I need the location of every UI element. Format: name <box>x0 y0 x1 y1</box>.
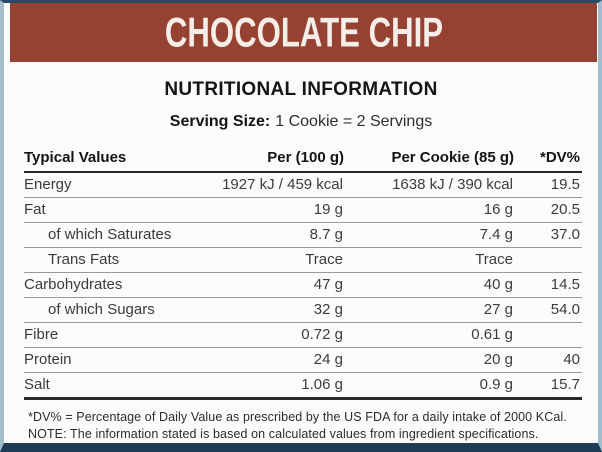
value-dv: 54.0 <box>514 297 582 323</box>
value-per-cookie: 16 g <box>344 197 514 223</box>
column-header-per-cookie: Per Cookie (85 g) <box>344 147 514 173</box>
nutrition-table: Typical Values Per (100 g) Per Cookie (8… <box>24 147 582 400</box>
value-per-100g: 0.72 g <box>210 322 344 348</box>
value-per-cookie: 40 g <box>344 272 514 298</box>
table-row: of which Saturates 8.7 g 7.4 g 37.0 <box>24 222 582 248</box>
row-label: of which Sugars <box>24 297 210 323</box>
value-dv <box>514 322 582 348</box>
value-per-cookie: Trace <box>344 247 514 273</box>
value-per-100g: 19 g <box>210 197 344 223</box>
table-row: Fibre 0.72 g 0.61 g <box>24 322 582 348</box>
nutrition-table-body: Energy 1927 kJ / 459 kcal 1638 kJ / 390 kc… <box>24 172 582 400</box>
value-per-100g: 8.7 g <box>210 222 344 248</box>
value-per-100g: 1927 kJ / 459 kcal <box>210 172 344 198</box>
product-title-bar: CHOCOLATE CHIP <box>10 3 597 62</box>
row-label: Fibre <box>24 322 210 348</box>
row-label: Trans Fats <box>24 247 210 273</box>
table-row: Carbohydrates 47 g 40 g 14.5 <box>24 272 582 298</box>
value-per-cookie: 27 g <box>344 297 514 323</box>
column-header-typical-values: Typical Values <box>24 147 210 173</box>
footnote-line: NOTE: The information stated is based on… <box>28 426 539 441</box>
row-label: of which Saturates <box>24 222 210 248</box>
value-dv <box>514 247 582 273</box>
row-label: Protein <box>24 347 210 373</box>
serving-size-line: Serving Size: 1 Cookie = 2 Servings <box>4 113 598 131</box>
value-dv: 20.5 <box>514 197 582 223</box>
product-title: CHOCOLATE CHIP <box>164 8 443 56</box>
value-per-cookie: 1638 kJ / 390 kcal <box>344 172 514 198</box>
row-label: Energy <box>24 172 210 198</box>
footnote-line: *DV% = Percentage of Daily Value as pres… <box>28 410 567 424</box>
value-per-cookie: 7.4 g <box>344 222 514 248</box>
value-per-cookie: 20 g <box>344 347 514 373</box>
value-per-100g: Trace <box>210 247 344 273</box>
table-row: Salt 1.06 g 0.9 g 15.7 <box>24 372 582 400</box>
value-dv: 37.0 <box>514 222 582 248</box>
value-per-100g: 47 g <box>210 272 344 298</box>
table-row: of which Sugars 32 g 27 g 54.0 <box>24 297 582 323</box>
row-label: Fat <box>24 197 210 223</box>
value-dv: 19.5 <box>514 172 582 198</box>
table-row: Fat 19 g 16 g 20.5 <box>24 197 582 223</box>
value-dv: 15.7 <box>514 372 582 400</box>
table-row: Protein 24 g 20 g 40 <box>24 347 582 373</box>
serving-size-label: Serving Size: <box>169 113 271 130</box>
table-header-row: Typical Values Per (100 g) Per Cookie (8… <box>24 147 582 173</box>
column-header-per-100g: Per (100 g) <box>210 147 344 173</box>
value-per-cookie: 0.9 g <box>344 372 514 400</box>
table-row: Energy 1927 kJ / 459 kcal 1638 kJ / 390 kc… <box>24 172 582 198</box>
value-per-100g: 24 g <box>210 347 344 373</box>
row-label: Salt <box>24 372 210 400</box>
value-per-cookie: 0.61 g <box>344 322 514 348</box>
value-dv: 14.5 <box>514 272 582 298</box>
value-per-100g: 32 g <box>210 297 344 323</box>
value-dv: 40 <box>514 347 582 373</box>
table-row: Trans Fats Trace Trace <box>24 247 582 273</box>
row-label: Carbohydrates <box>24 272 210 298</box>
column-header-dv-percent: *DV% <box>514 147 582 173</box>
nutrition-info-title: NUTRITIONAL INFORMATION <box>164 79 438 100</box>
serving-size-value: 1 Cookie = 2 Servings <box>275 113 433 130</box>
footnotes: *DV% = Percentage of Daily Value as pres… <box>28 409 576 442</box>
value-per-100g: 1.06 g <box>210 372 344 400</box>
